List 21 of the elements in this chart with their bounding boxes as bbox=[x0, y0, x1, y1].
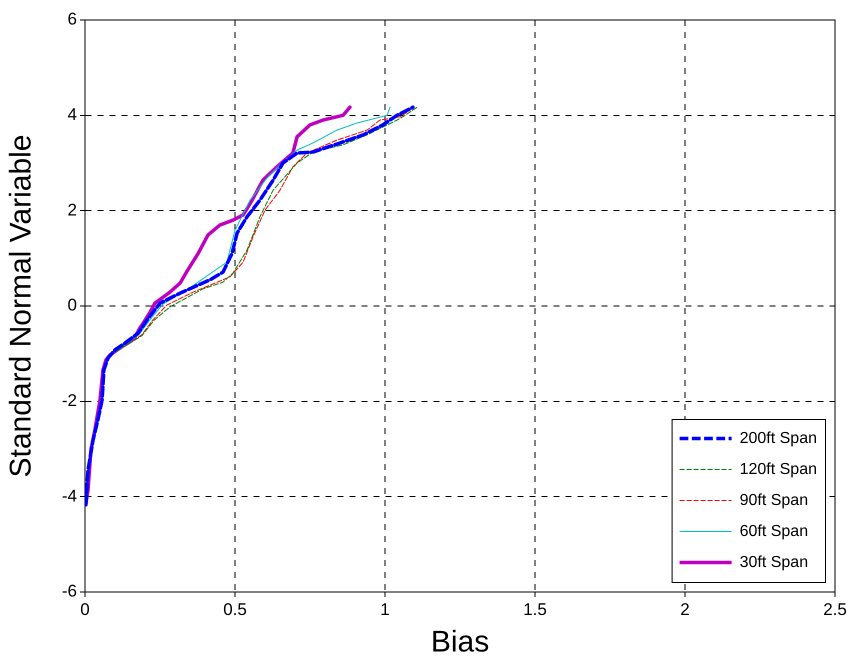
x-tick-label: 2.5 bbox=[823, 600, 847, 619]
x-tick-label: 1.5 bbox=[523, 600, 547, 619]
x-tick-label: 0.5 bbox=[223, 600, 247, 619]
legend-label: 60ft Span bbox=[740, 522, 808, 540]
x-axis-title: Bias bbox=[430, 625, 490, 658]
x-tick-label: 2 bbox=[680, 600, 690, 619]
y-tick-label: -2 bbox=[62, 391, 77, 410]
legend-label: 90ft Span bbox=[740, 492, 808, 509]
y-tick-label: 2 bbox=[68, 200, 77, 220]
y-tick-label: 4 bbox=[68, 105, 77, 124]
y-tick-label: 0 bbox=[68, 296, 77, 315]
x-tick-label: 0 bbox=[80, 600, 90, 619]
line-series bbox=[85, 105, 415, 507]
y-tick-label: -4 bbox=[62, 486, 77, 506]
y-axis-title: Standard Normal Variable bbox=[4, 134, 38, 478]
y-tick-label: -6 bbox=[62, 582, 77, 601]
y-tick-label: 6 bbox=[68, 10, 77, 29]
legend-label: 120ft Span bbox=[740, 460, 818, 478]
legend-label: 30ft Span bbox=[740, 554, 808, 571]
x-tick-label: 1 bbox=[380, 600, 390, 619]
legend-label: 200ft Span bbox=[740, 430, 818, 447]
